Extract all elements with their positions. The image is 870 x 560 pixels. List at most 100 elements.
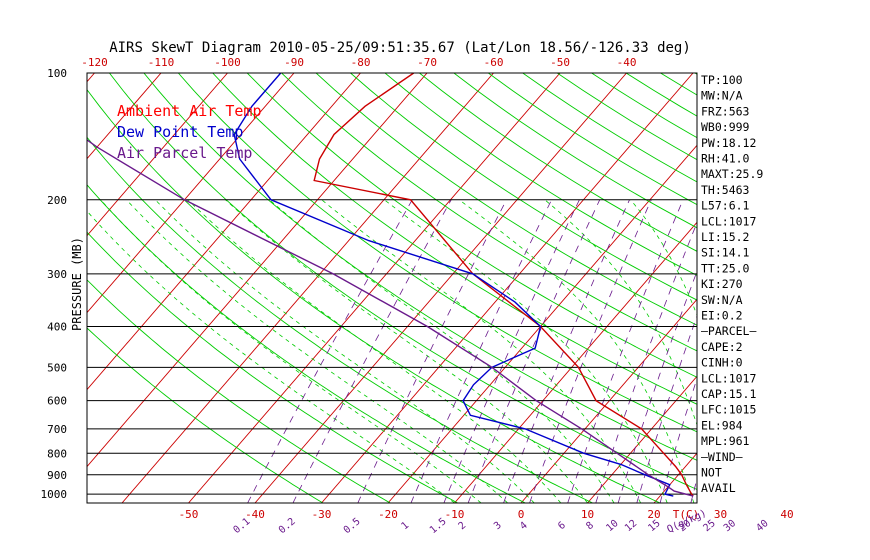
- dry-adiabat: [488, 73, 697, 206]
- dry-adiabat: [384, 73, 697, 276]
- top-temp-tick-label: -80: [351, 56, 371, 69]
- side-panel-entry: —PARCEL—: [701, 324, 756, 338]
- side-panel-entry: MPL:961: [701, 434, 750, 448]
- side-panel-entry: EL:984: [701, 418, 743, 432]
- bottom-temp-tick-label: -50: [179, 508, 199, 521]
- side-panel-entry: TH:5463: [701, 183, 750, 197]
- isotherm: [87, 73, 428, 468]
- top-temp-tick-label: -60: [484, 56, 504, 69]
- side-panel-entry: LI:15.2: [701, 230, 749, 244]
- y-axis-label: PRESSURE (MB): [70, 237, 84, 331]
- dry-adiabat: [315, 73, 697, 326]
- mixing-ratio-line: [467, 199, 601, 503]
- isotherm: [787, 73, 870, 503]
- dry-adiabat: [453, 73, 697, 229]
- isotherm: [321, 73, 694, 503]
- side-panel-entry: MW:N/A: [701, 89, 743, 103]
- mixing-ratio-line: [617, 270, 697, 503]
- moist-adiabat: [384, 199, 668, 503]
- moist-adiabat: [87, 210, 455, 503]
- side-panel-entry: TT:25.0: [701, 261, 750, 275]
- mixing-ratio-line: [529, 199, 652, 503]
- bottom-temp-tick-label: 10: [581, 508, 594, 521]
- bottom-temp-tick-label: -20: [378, 508, 398, 521]
- isotherm: [854, 73, 870, 503]
- dry-adiabat-grid: [87, 73, 870, 503]
- isotherm: [587, 375, 697, 503]
- bottom-temp-tick-label: 0: [518, 508, 525, 521]
- dry-adiabat: [350, 73, 697, 301]
- dry-adiabat: [87, 184, 526, 503]
- mixing-ratio-line: [636, 314, 697, 503]
- dry-adiabat: [87, 88, 661, 503]
- ambient-temp-line: [313, 73, 694, 497]
- isotherm: [87, 73, 162, 160]
- pressure-tick-label: 400: [47, 321, 67, 334]
- top-temp-tick-label: -40: [617, 56, 637, 69]
- mixing-ratio-tick-label: 10: [604, 518, 620, 534]
- pressure-gridlines: [87, 199, 697, 495]
- legend-item: Dew Point Temp: [117, 123, 243, 141]
- moist-adiabat-grid: [87, 199, 697, 503]
- dry-adiabat: [798, 73, 870, 503]
- isotherm: [121, 73, 494, 503]
- side-panel-entry: WB0:999: [701, 120, 750, 134]
- legend: Ambient Air Temp Dew Point Temp Air Parcel…: [117, 102, 262, 162]
- side-panel-entry: RH:41.0: [701, 152, 750, 166]
- dry-adiabat: [281, 73, 697, 352]
- side-panel-entry: SW:N/A: [701, 293, 743, 307]
- mixing-ratio-tick-label: 0.5: [342, 516, 363, 536]
- mixing-ratio-line: [567, 199, 684, 503]
- dry-adiabat: [143, 73, 697, 461]
- parcel-line: [87, 138, 694, 497]
- pressure-tick-label: 800: [47, 447, 67, 460]
- top-temp-tick-label: -50: [550, 56, 570, 69]
- plot-border: [86, 72, 698, 504]
- moist-adiabat: [225, 199, 588, 503]
- side-panel-entry: NOT: [701, 466, 722, 480]
- side-panel-entry: LFC:1015: [701, 403, 756, 417]
- pressure-tick-label: 300: [47, 268, 67, 281]
- top-temp-tick-label: -110: [148, 56, 175, 69]
- dry-adiabat: [764, 73, 870, 503]
- mixing-ratio-tick-label: 40: [754, 518, 770, 534]
- sounding-curves: [87, 73, 694, 497]
- moist-adiabat: [269, 199, 615, 503]
- isotherm: [87, 73, 361, 391]
- bottom-unit-label: T(C): [673, 508, 700, 521]
- pressure-tick-label: 1000: [41, 488, 68, 501]
- isotherm: [387, 144, 697, 503]
- mixing-ratio-line: [247, 199, 413, 503]
- dry-adiabat: [87, 279, 391, 503]
- dewpoint-line: [233, 73, 674, 497]
- side-panel-entry: TP:100: [701, 73, 743, 87]
- legend-item: Ambient Air Temp: [117, 102, 262, 120]
- pressure-tick-label: 600: [47, 395, 67, 408]
- isotherm: [87, 73, 228, 237]
- isotherm: [454, 221, 697, 503]
- mixing-ratio-line: [768, 200, 848, 503]
- top-temp-tick-label: -120: [81, 56, 108, 69]
- bottom-temp-tick-label: -10: [445, 508, 465, 521]
- legend-item: Air Parcel Temp: [117, 144, 252, 162]
- side-panel-entry: —WIND—: [701, 450, 743, 464]
- side-panel-entry: LCL:1017: [701, 371, 756, 385]
- mixing-ratio-line: [503, 199, 630, 503]
- side-panel-entry: AVAIL: [701, 481, 736, 495]
- mixing-ratio-tick-label: 2: [457, 520, 469, 532]
- isotherm: [0, 73, 28, 503]
- side-panel-entry: CAPE:2: [701, 340, 743, 354]
- mixing-ratio-line: [659, 377, 697, 503]
- pressure-tick-label: 500: [47, 361, 67, 374]
- side-panel-entry: CAP:15.1: [701, 387, 756, 401]
- side-panel-entry: MAXT:25.9: [701, 167, 763, 181]
- pressure-tick-label: 100: [47, 67, 67, 80]
- mixing-ratio-tick-label: 8: [584, 520, 596, 532]
- mixing-ratio-tick-label: 6: [556, 520, 568, 532]
- pressure-tick-label: 200: [47, 194, 67, 207]
- isotherm: [520, 298, 697, 503]
- isotherm: [87, 73, 295, 314]
